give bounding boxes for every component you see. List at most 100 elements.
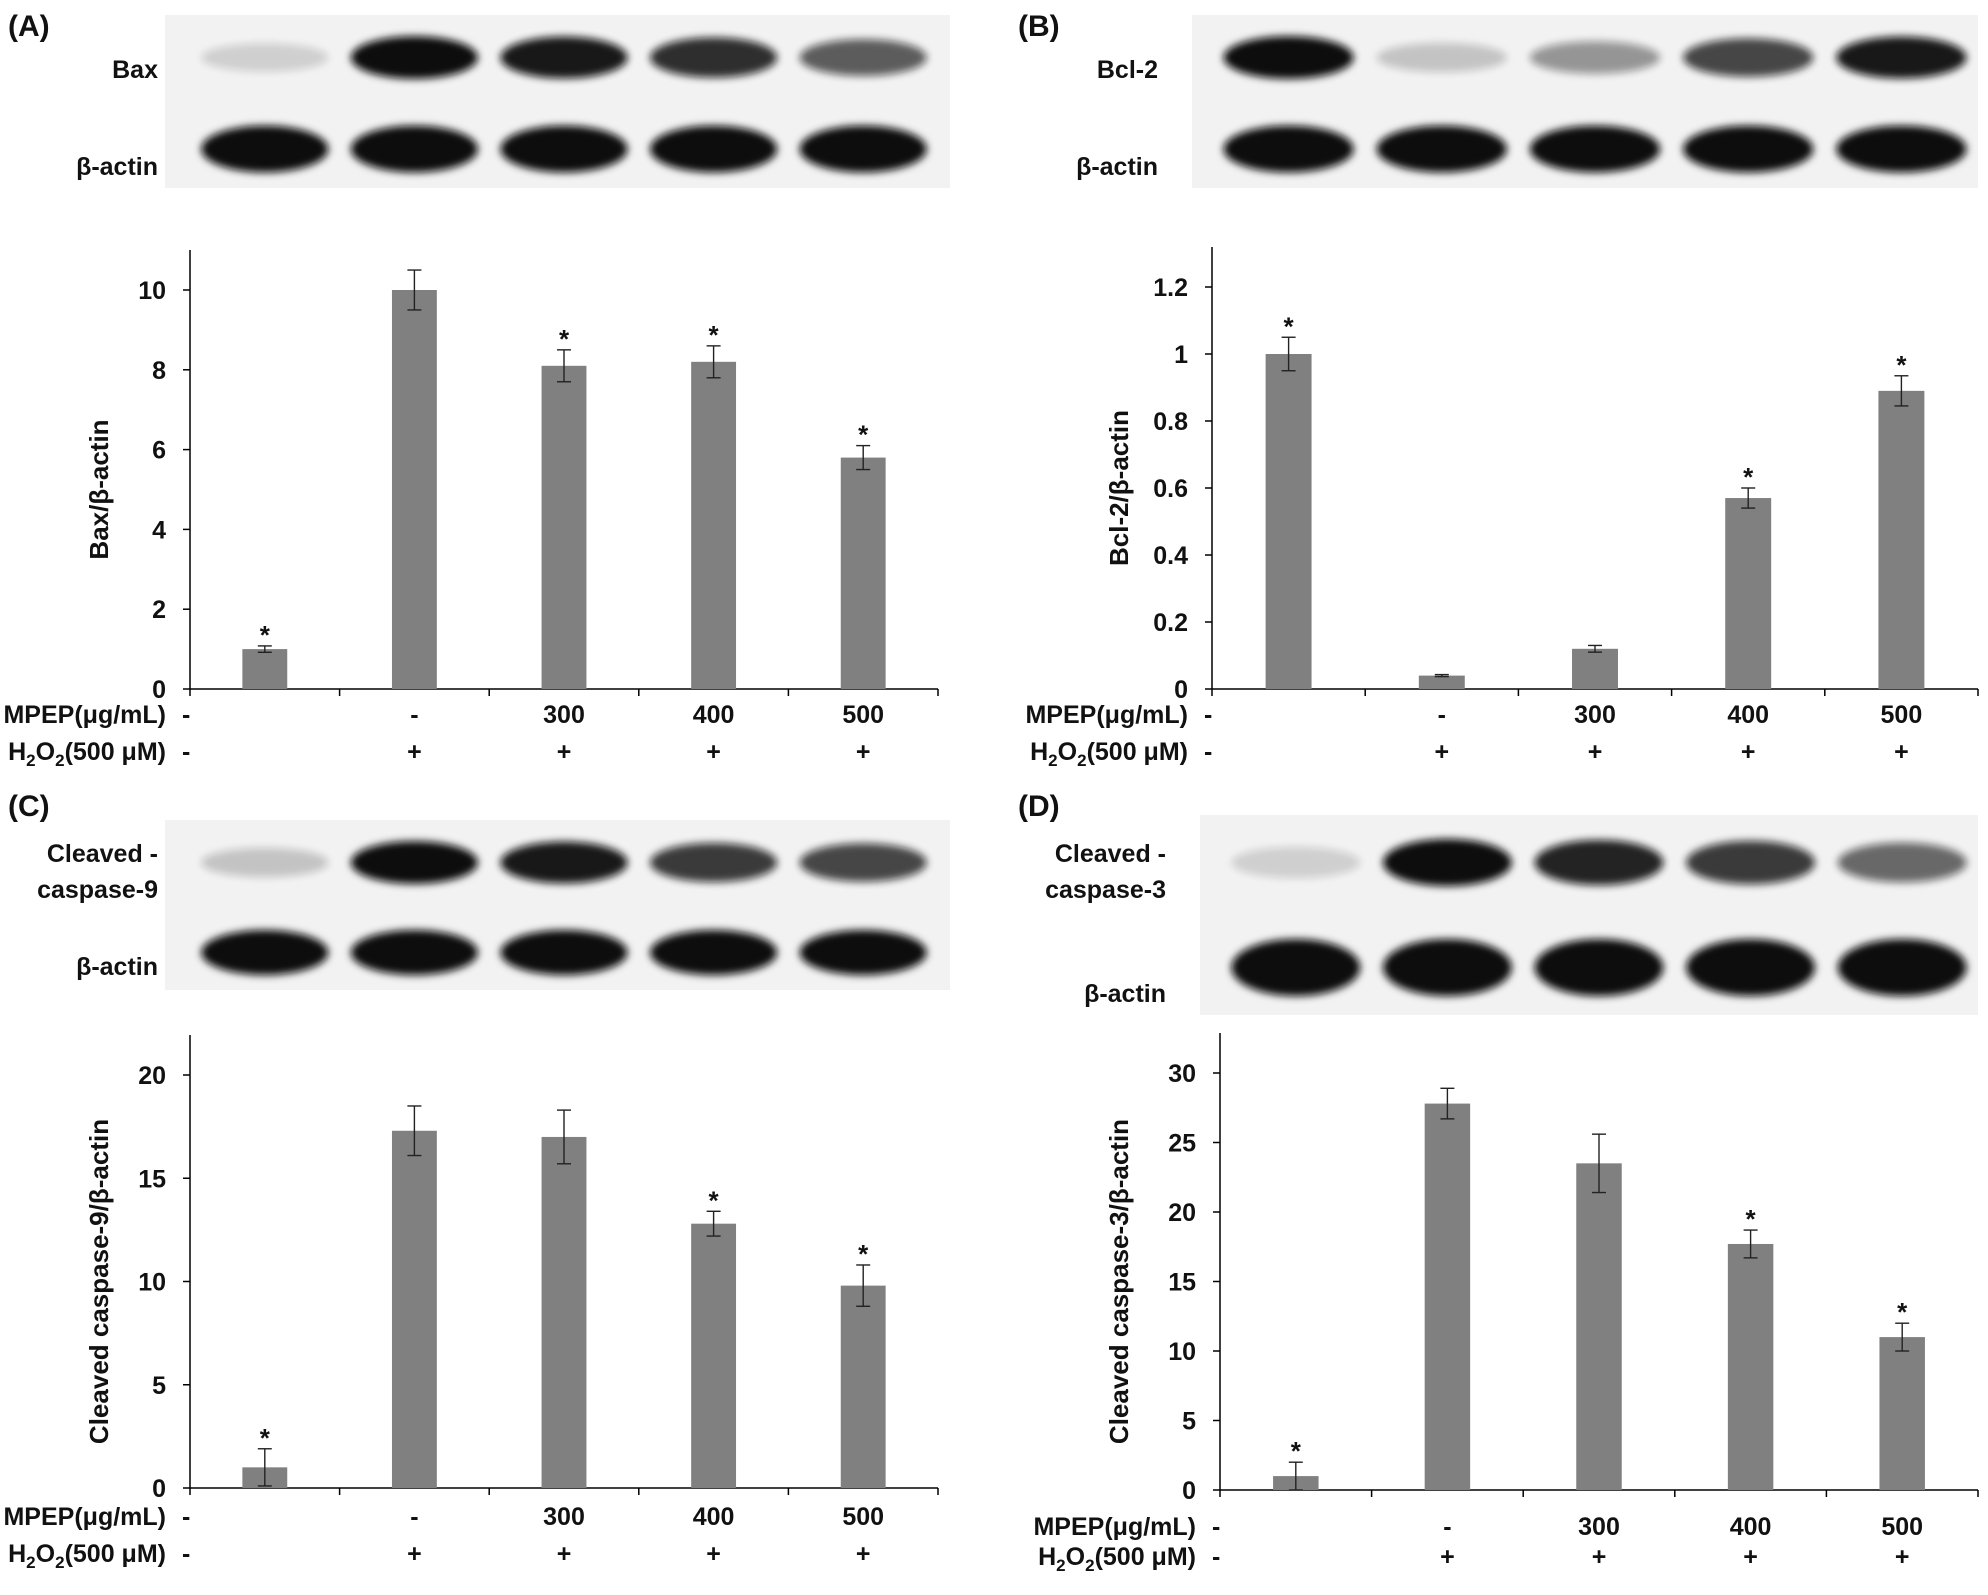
y-tick-label: 20 <box>1168 1199 1196 1227</box>
blot-band <box>1836 36 1967 79</box>
actin-band <box>500 930 628 975</box>
blot-label-target: Bax <box>112 56 158 84</box>
y-tick-label: 0.6 <box>1153 475 1188 503</box>
bar <box>391 1130 437 1488</box>
actin-band <box>201 930 329 975</box>
blot-band <box>799 39 927 76</box>
h2o2-value: - <box>1212 1543 1220 1571</box>
bar <box>1572 648 1618 689</box>
bar <box>1418 675 1465 689</box>
blot-band <box>1376 42 1507 73</box>
panel-d: (D) Cleaved - caspase-3 β-actin 0 5 10 15 20 25 30… <box>1018 790 1979 1575</box>
treatment-label-h2o2: H2O2(500 μM) <box>8 738 166 770</box>
actin-band <box>201 125 329 173</box>
panel-label: (D) <box>1018 790 1060 823</box>
significance-asterisk: * <box>559 324 570 354</box>
panel-b: (B) Bcl-2 β-actin 0 0.2 0.4 0.6 0.8 1 1.2 Bcl-2/β-… <box>1018 10 1979 770</box>
mpep-value: 500 <box>1881 701 1923 729</box>
actin-band <box>799 125 927 173</box>
blot-band <box>201 43 329 72</box>
bar <box>391 290 437 689</box>
actin-band <box>1223 125 1354 173</box>
bar <box>1265 354 1312 689</box>
bar <box>1879 1337 1925 1490</box>
blot-label-actin: β-actin <box>76 953 158 981</box>
significance-asterisk: * <box>1896 350 1907 380</box>
bar <box>691 361 737 689</box>
h2o2-part: H <box>1038 1543 1056 1571</box>
mpep-value: - <box>1443 1513 1451 1541</box>
y-tick-label: 0 <box>1174 676 1188 704</box>
y-axis-label: Bcl-2/β-actin <box>1104 410 1134 566</box>
panel-label: (C) <box>8 790 50 823</box>
blot-band <box>500 36 628 79</box>
h2o2-part: O <box>36 1540 55 1568</box>
blot-band <box>1382 838 1512 887</box>
actin-band <box>1231 939 1361 996</box>
h2o2-value: - <box>1204 738 1212 766</box>
y-tick-label: 30 <box>1168 1060 1196 1088</box>
h2o2-value: - <box>182 1540 190 1568</box>
h2o2-part: H <box>8 738 26 766</box>
treatment-label-mpep: MPEP(μg/mL) <box>3 1503 166 1531</box>
h2o2-part: 2 <box>1056 1556 1065 1575</box>
actin-band <box>1534 939 1664 996</box>
y-tick-label: 0.2 <box>1153 609 1188 637</box>
y-tick-label: 10 <box>138 1269 166 1297</box>
mpep-value: 300 <box>543 1503 585 1531</box>
blot-band <box>350 841 478 884</box>
h2o2-value: + <box>1440 1543 1455 1571</box>
y-tick-label: 1 <box>1174 341 1188 369</box>
y-tick-label: 10 <box>138 277 166 305</box>
treatment-label-mpep: MPEP(μg/mL) <box>1033 1513 1196 1541</box>
y-axis-label: Cleaved caspase-9/β-actin <box>84 1119 114 1444</box>
treatment-label-h2o2: H2O2(500 μM) <box>8 1540 166 1572</box>
significance-asterisk: * <box>260 1423 271 1453</box>
panel-label: (A) <box>8 10 50 43</box>
h2o2-value: + <box>407 738 422 766</box>
y-tick-label: 10 <box>1168 1338 1196 1366</box>
actin-band <box>650 125 778 173</box>
bar <box>242 649 288 689</box>
y-tick-label: 0 <box>1182 1477 1196 1505</box>
h2o2-part: 2 <box>1077 751 1086 770</box>
mpep-value: - <box>1438 701 1446 729</box>
blot-band <box>799 843 927 882</box>
actin-band <box>1382 939 1512 996</box>
actin-band <box>1376 125 1507 173</box>
h2o2-part: (500 μM) <box>1095 1543 1196 1571</box>
actin-band <box>500 125 628 173</box>
h2o2-value: + <box>407 1540 422 1568</box>
blot-label-target-line1: Cleaved - <box>47 840 158 868</box>
y-tick-label: 2 <box>152 596 166 624</box>
significance-asterisk: * <box>858 420 869 450</box>
actin-band <box>1683 125 1814 173</box>
y-tick-label: 0.8 <box>1153 408 1188 436</box>
y-tick-label: 8 <box>152 357 166 385</box>
y-tick-label: 0.4 <box>1153 542 1188 570</box>
significance-asterisk: * <box>709 1185 720 1215</box>
h2o2-part: O <box>1066 1543 1085 1571</box>
y-tick-label: 25 <box>1168 1130 1196 1158</box>
h2o2-value: + <box>1895 1543 1910 1571</box>
h2o2-value: + <box>1741 738 1756 766</box>
mpep-value: 300 <box>1578 1513 1620 1541</box>
h2o2-value: - <box>182 738 190 766</box>
blot-band <box>650 37 778 78</box>
actin-band <box>1529 125 1661 173</box>
h2o2-value: + <box>1743 1543 1758 1571</box>
mpep-value: - <box>410 1503 418 1531</box>
blot-band <box>1223 36 1354 79</box>
h2o2-value: + <box>856 1540 871 1568</box>
y-axis-label: Cleaved caspase-3/β-actin <box>1104 1119 1134 1444</box>
mpep-value: 300 <box>543 701 585 729</box>
h2o2-part: O <box>36 738 55 766</box>
actin-band <box>1837 939 1967 996</box>
actin-band <box>1836 125 1967 173</box>
blot-band <box>1534 839 1664 886</box>
h2o2-value: + <box>856 738 871 766</box>
mpep-value: 500 <box>1881 1513 1923 1541</box>
mpep-value: - <box>1204 701 1212 729</box>
mpep-value: - <box>182 701 190 729</box>
bar <box>1878 390 1925 689</box>
